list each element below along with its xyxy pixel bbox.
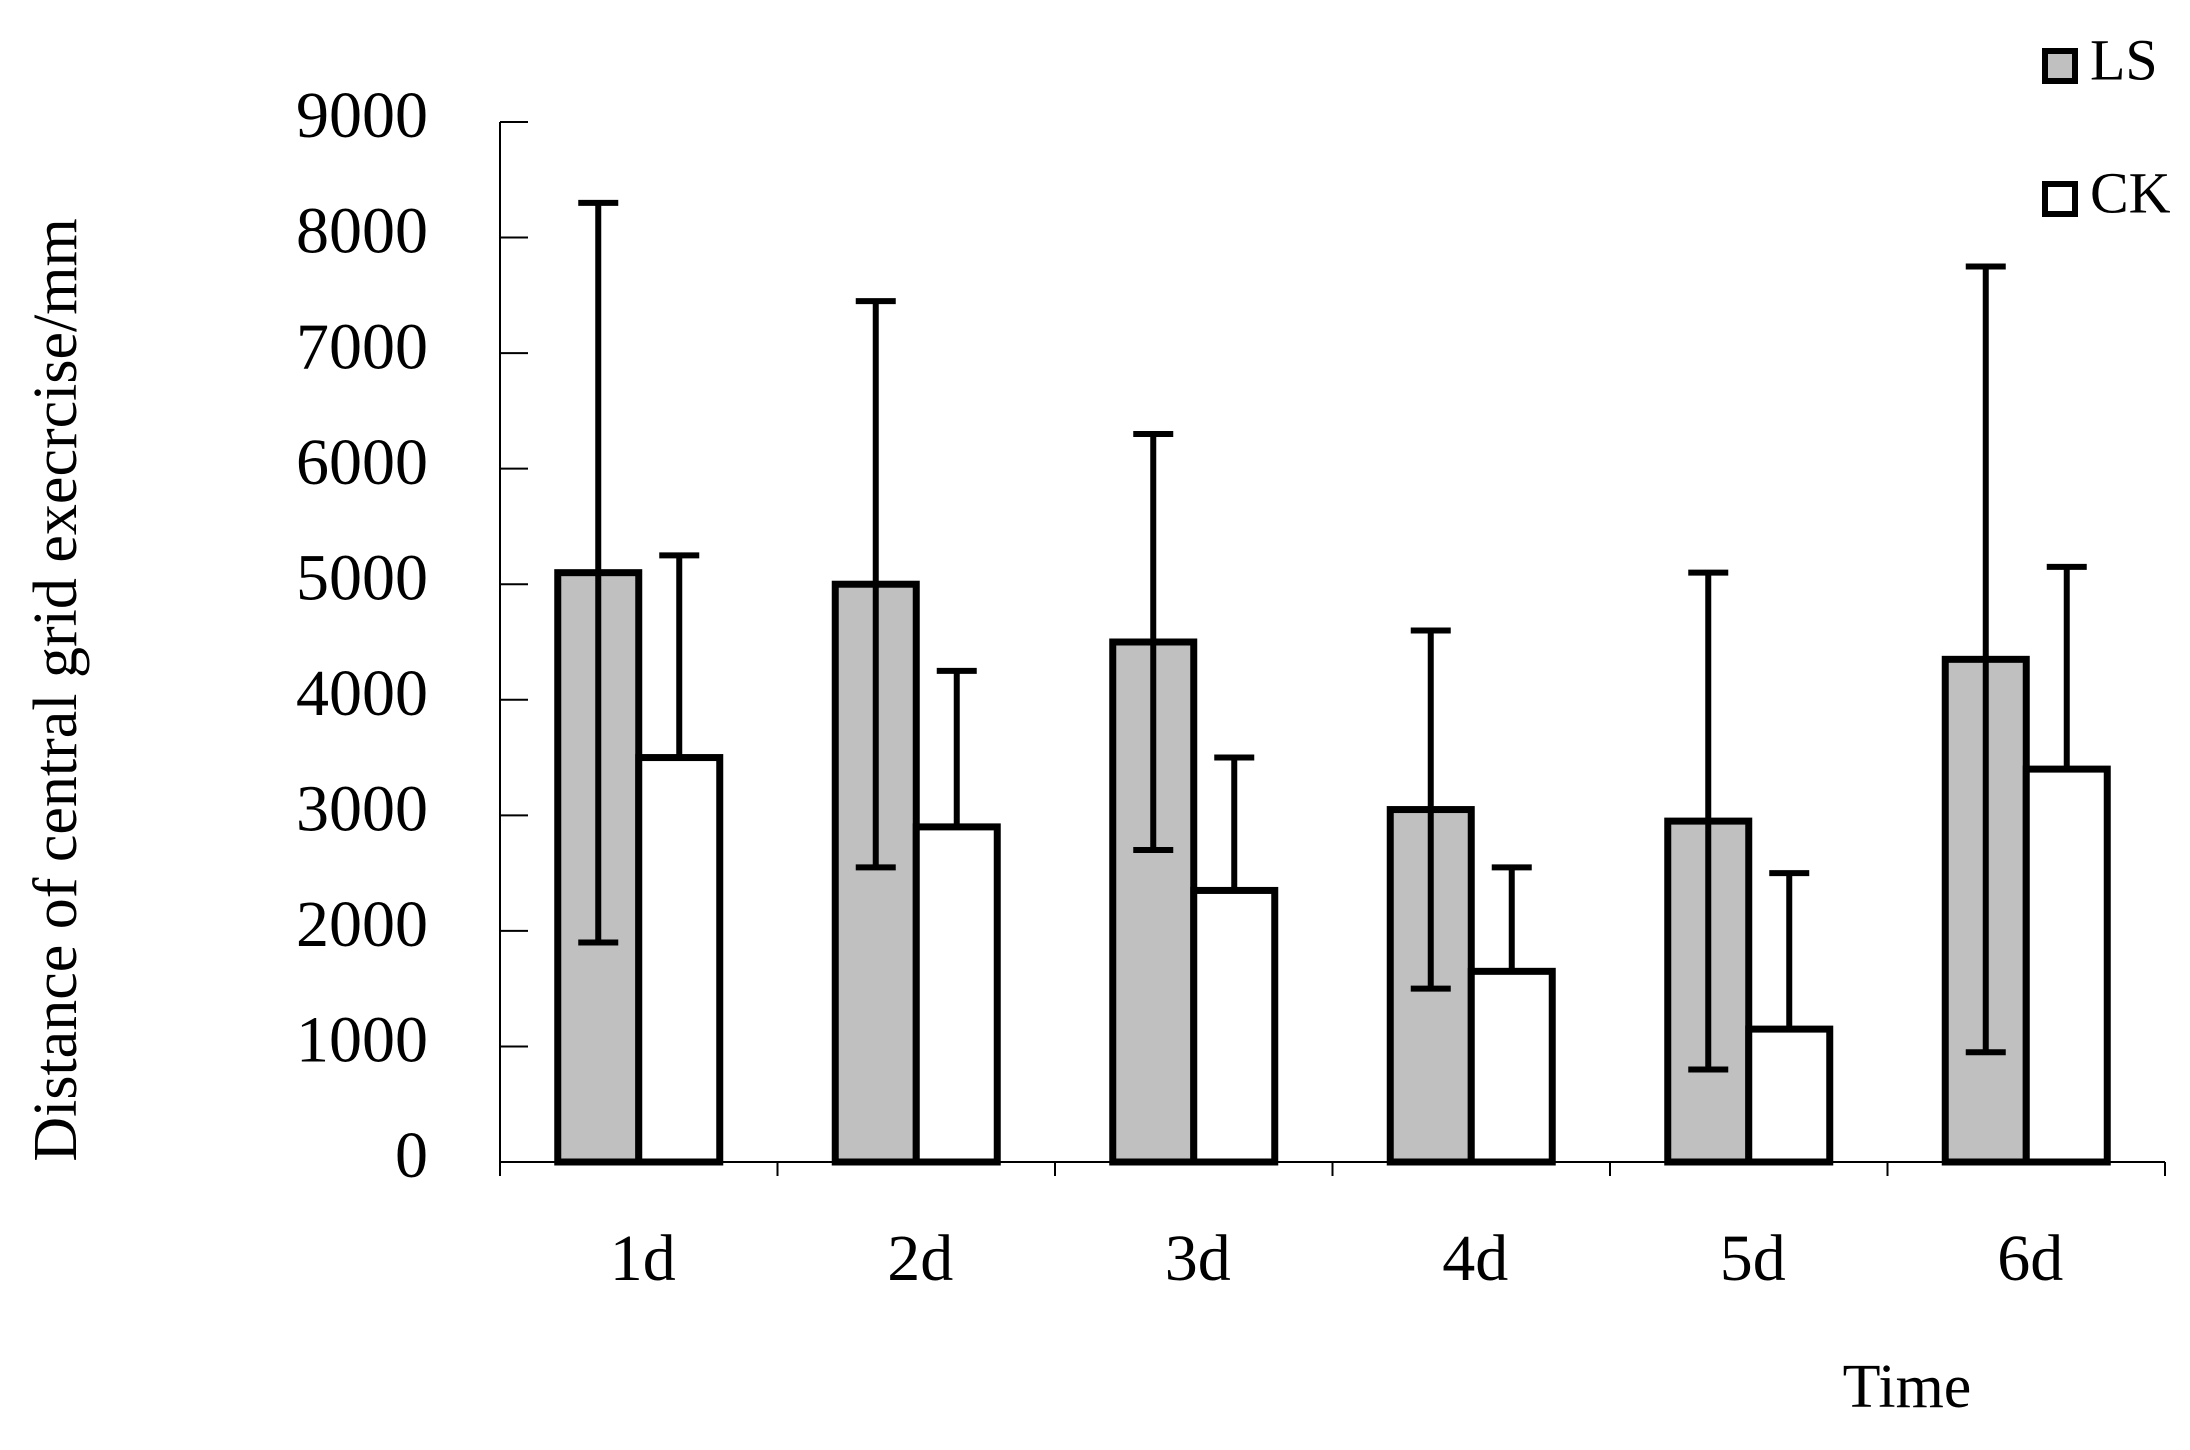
- error-bar: [1688, 569, 1729, 1073]
- error-bar: [1410, 627, 1451, 992]
- error-bar: [855, 298, 896, 871]
- x-tick-label: 2d: [887, 1222, 953, 1295]
- y-tick-label: 8000: [296, 195, 428, 268]
- bar: [1745, 1025, 1834, 1166]
- x-axis-label: Time: [1843, 1353, 1972, 1421]
- y-tick-label: 0: [395, 1119, 428, 1192]
- bar: [1467, 967, 1556, 1166]
- error-bar: [2046, 563, 2087, 770]
- legend-swatch: [2042, 48, 2078, 84]
- y-tick-label: 4000: [296, 657, 428, 730]
- bar: [1190, 886, 1279, 1166]
- error-bar: [1214, 754, 1255, 891]
- error-bar: [578, 199, 619, 946]
- error-bar: [659, 552, 700, 758]
- x-tick-label: 1d: [610, 1222, 676, 1295]
- bar: [2022, 765, 2111, 1166]
- y-tick-label: 2000: [296, 888, 428, 961]
- y-tick-label: 6000: [296, 426, 428, 499]
- error-bar: [1133, 431, 1174, 853]
- y-tick-label: 5000: [296, 541, 428, 614]
- bar: [912, 823, 1001, 1166]
- x-tick-label: 3d: [1165, 1222, 1231, 1295]
- error-bar: [1769, 870, 1810, 1030]
- x-tick-label: 5d: [1720, 1222, 1786, 1295]
- legend-label: CK: [2090, 160, 2171, 225]
- y-tick-label: 3000: [296, 772, 428, 845]
- y-axis-label: Distance of central grid execrcise/mm: [22, 218, 90, 1161]
- legend-swatch: [2042, 181, 2078, 217]
- error-bar: [936, 667, 977, 827]
- error-bar: [1491, 864, 1532, 972]
- error-bar: [1965, 263, 2006, 1056]
- bar: [635, 754, 724, 1166]
- legend-label: LS: [2090, 27, 2158, 92]
- y-tick-label: 9000: [296, 79, 428, 152]
- x-tick-label: 4d: [1442, 1222, 1508, 1295]
- y-tick-label: 1000: [296, 1004, 428, 1077]
- x-tick-label: 6d: [1997, 1222, 2063, 1295]
- y-tick-label: 7000: [296, 310, 428, 383]
